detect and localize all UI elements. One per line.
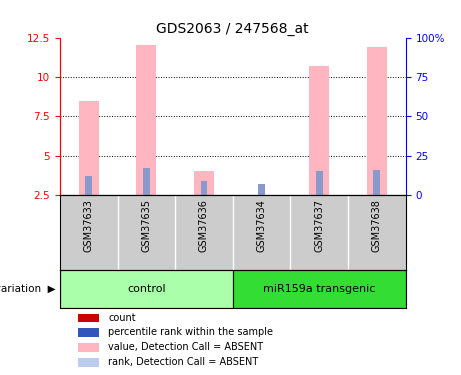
Text: GSM37634: GSM37634	[257, 199, 266, 252]
Text: GSM37636: GSM37636	[199, 199, 209, 252]
Bar	[143, 168, 150, 195]
Bar	[252, 195, 272, 200]
Text: count: count	[108, 313, 136, 322]
Text: control: control	[127, 284, 165, 294]
Text: GSM37637: GSM37637	[314, 199, 324, 252]
Bar	[60, 270, 233, 308]
Text: GSM37633: GSM37633	[84, 199, 94, 252]
FancyBboxPatch shape	[78, 343, 99, 352]
Bar	[136, 45, 156, 195]
Bar	[201, 181, 207, 195]
Bar	[258, 184, 265, 195]
Bar	[194, 171, 214, 195]
Text: GSM37638: GSM37638	[372, 199, 382, 252]
Text: percentile rank within the sample: percentile rank within the sample	[108, 327, 273, 338]
Text: miR159a transgenic: miR159a transgenic	[263, 284, 375, 294]
Bar	[233, 270, 406, 308]
Bar	[373, 170, 380, 195]
Text: value, Detection Call = ABSENT: value, Detection Call = ABSENT	[108, 342, 263, 352]
FancyBboxPatch shape	[78, 328, 99, 337]
Text: rank, Detection Call = ABSENT: rank, Detection Call = ABSENT	[108, 357, 259, 367]
Bar	[316, 171, 323, 195]
Text: GSM37635: GSM37635	[142, 199, 151, 252]
Text: genotype/variation  ▶: genotype/variation ▶	[0, 284, 55, 294]
FancyBboxPatch shape	[78, 358, 99, 367]
Title: GDS2063 / 247568_at: GDS2063 / 247568_at	[156, 22, 309, 36]
Bar	[85, 176, 92, 195]
Bar	[79, 100, 99, 195]
FancyBboxPatch shape	[78, 314, 99, 322]
Bar	[309, 66, 329, 195]
Bar	[367, 47, 387, 195]
